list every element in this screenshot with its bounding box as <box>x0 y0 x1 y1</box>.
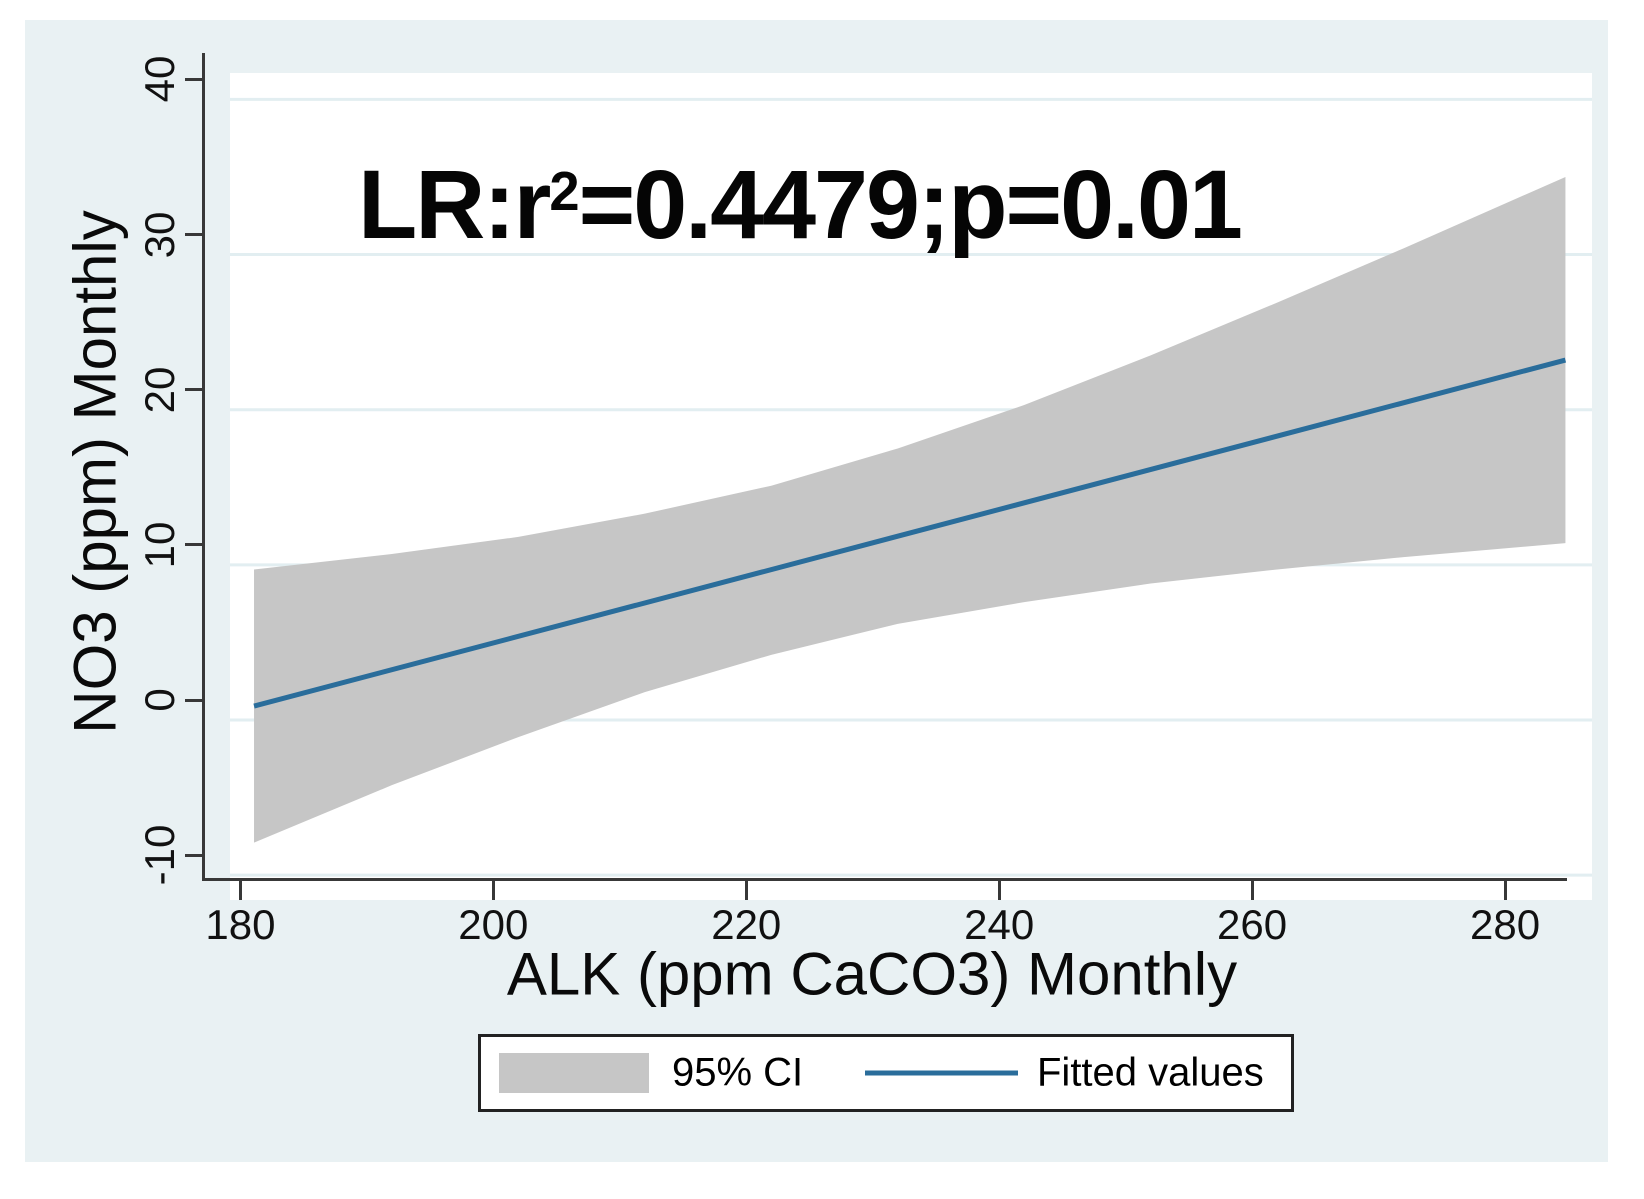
annotation-title: LR:r2=0.4479;p=0.01 <box>358 156 1243 253</box>
y-tick-mark <box>185 388 205 392</box>
x-tick-label: 260 <box>1217 901 1288 948</box>
ci-legend-label: 95% CI <box>672 1050 804 1095</box>
title-superscript: 2 <box>549 160 579 222</box>
y-tick-mark <box>185 853 205 857</box>
y-tick-label: 30 <box>136 211 183 258</box>
x-tick-label: 200 <box>458 901 529 948</box>
x-tick-mark <box>1250 881 1254 900</box>
x-tick-label: 280 <box>1469 901 1541 948</box>
y-tick-label: 10 <box>136 521 183 569</box>
x-tick-mark <box>491 881 495 900</box>
ci-band <box>254 176 1566 843</box>
ci-swatch <box>499 1053 649 1093</box>
y-tick-label: 40 <box>136 56 183 103</box>
x-tick-mark <box>744 881 748 900</box>
x-tick-label: 220 <box>711 901 782 948</box>
x-axis-line <box>202 878 1567 881</box>
plot-svg <box>230 97 1592 877</box>
y-tick-mark <box>185 233 205 237</box>
legend-box: 95% CI Fitted values <box>478 1034 1294 1112</box>
fitted-legend-label: Fitted values <box>1037 1050 1264 1095</box>
y-tick-label: -10 <box>136 824 183 886</box>
x-tick-mark <box>238 881 242 900</box>
y-tick-mark <box>185 698 205 702</box>
chart-canvas: LR:r2=0.4479;p=0.01 -10 0 10 20 30 40 180 200 2… <box>25 20 1608 1162</box>
y-axis-line <box>202 53 205 881</box>
title-prefix: LR:r <box>358 150 551 259</box>
x-axis-label: ALK (ppm CaCO3) Monthly <box>506 940 1238 1008</box>
y-tick-label: 0 <box>136 688 183 712</box>
fitted-line <box>253 357 1567 709</box>
fitted-line-sample <box>865 1070 1018 1076</box>
plot-area: LR:r2=0.4479;p=0.01 <box>230 73 1592 900</box>
y-tick-mark <box>185 77 205 81</box>
title-suffix: =0.4479;p=0.01 <box>578 150 1243 259</box>
y-tick-label: 20 <box>136 366 183 414</box>
x-tick-label: 180 <box>205 901 276 948</box>
y-axis-label: NO3 (ppm) Monthly <box>61 210 129 734</box>
x-tick-mark <box>997 881 1001 900</box>
x-tick-mark <box>1503 881 1507 900</box>
y-tick-mark <box>185 543 205 547</box>
x-tick-label: 240 <box>964 901 1035 948</box>
